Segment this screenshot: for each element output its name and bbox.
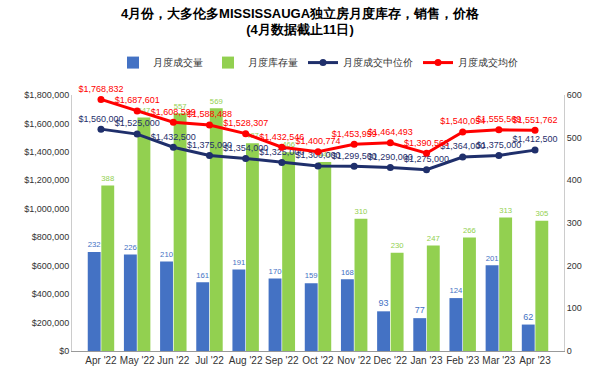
svg-text:$1,200,000: $1,200,000 <box>24 175 69 185</box>
svg-text:310: 310 <box>355 207 368 216</box>
svg-text:210: 210 <box>160 250 173 259</box>
svg-text:$1,525,000: $1,525,000 <box>115 118 160 128</box>
svg-text:月度成交均价: 月度成交均价 <box>458 57 518 68</box>
svg-text:191: 191 <box>232 258 245 267</box>
svg-text:$1,432,546: $1,432,546 <box>259 132 304 142</box>
svg-text:388: 388 <box>101 174 114 183</box>
svg-text:93: 93 <box>379 298 389 308</box>
svg-text:$1,540,054: $1,540,054 <box>440 116 485 126</box>
svg-text:Aug '22: Aug '22 <box>229 355 263 366</box>
svg-text:$1,800,000: $1,800,000 <box>24 90 69 100</box>
svg-text:$1,600,000: $1,600,000 <box>24 119 69 129</box>
svg-text:443: 443 <box>318 150 331 159</box>
svg-text:200: 200 <box>567 261 582 271</box>
svg-text:247: 247 <box>427 234 440 243</box>
svg-text:$1,275,000: $1,275,000 <box>404 154 449 164</box>
svg-text:$1,390,563: $1,390,563 <box>404 138 449 148</box>
svg-text:100: 100 <box>567 303 582 313</box>
svg-text:201: 201 <box>486 254 499 263</box>
svg-text:159: 159 <box>305 271 318 280</box>
svg-text:$200,000: $200,000 <box>32 318 70 328</box>
svg-text:600: 600 <box>567 90 582 100</box>
svg-text:$1,412,500: $1,412,500 <box>513 134 558 144</box>
svg-text:226: 226 <box>124 243 137 252</box>
svg-text:Apr '23: Apr '23 <box>519 355 551 366</box>
svg-text:170: 170 <box>269 267 282 276</box>
svg-text:Jan '23: Jan '23 <box>411 355 443 366</box>
svg-text:400: 400 <box>567 175 582 185</box>
svg-text:$1,400,774: $1,400,774 <box>295 136 340 146</box>
svg-text:500: 500 <box>567 133 582 143</box>
svg-text:232: 232 <box>88 240 101 249</box>
svg-text:466: 466 <box>282 140 295 149</box>
svg-text:$1,000,000: $1,000,000 <box>24 204 69 214</box>
svg-text:Jul '22: Jul '22 <box>195 355 224 366</box>
svg-text:月度库存量: 月度库存量 <box>248 57 298 68</box>
svg-text:$1,464,493: $1,464,493 <box>368 127 413 137</box>
svg-text:$1,299,500: $1,299,500 <box>332 151 377 161</box>
svg-text:$1,375,000: $1,375,000 <box>187 140 232 150</box>
svg-text:$800,000: $800,000 <box>32 232 70 242</box>
svg-text:May '22: May '22 <box>120 355 155 366</box>
svg-text:$1,588,488: $1,588,488 <box>187 109 232 119</box>
svg-text:487: 487 <box>246 131 259 140</box>
svg-text:$1,453,959: $1,453,959 <box>332 129 377 139</box>
svg-text:77: 77 <box>415 305 425 315</box>
svg-text:$1,400,000: $1,400,000 <box>24 147 69 157</box>
svg-text:313: 313 <box>499 206 512 215</box>
svg-text:$1,555,569: $1,555,569 <box>476 114 521 124</box>
svg-text:161: 161 <box>196 271 209 280</box>
svg-text:557: 557 <box>174 102 187 111</box>
svg-text:$1,290,000: $1,290,000 <box>368 152 413 162</box>
svg-text:Sep '22: Sep '22 <box>265 355 299 366</box>
svg-text:547: 547 <box>137 106 150 115</box>
svg-text:$600,000: $600,000 <box>32 261 70 271</box>
svg-text:Dec '22: Dec '22 <box>374 355 408 366</box>
svg-text:Jun '22: Jun '22 <box>157 355 189 366</box>
svg-text:$0: $0 <box>59 346 69 356</box>
svg-text:$400,000: $400,000 <box>32 289 70 299</box>
svg-text:Oct '22: Oct '22 <box>302 355 334 366</box>
svg-text:$1,560,000: $1,560,000 <box>78 114 123 124</box>
svg-text:Feb '23: Feb '23 <box>446 355 479 366</box>
svg-text:月度成交量: 月度成交量 <box>153 57 203 68</box>
svg-text:300: 300 <box>567 218 582 228</box>
svg-text:4月份，大多伦多MISSISSAUGA独立房月度库存，销售，: 4月份，大多伦多MISSISSAUGA独立房月度库存，销售，价格(4月数据截止1… <box>121 6 480 38</box>
svg-text:$1,608,599: $1,608,599 <box>151 107 196 117</box>
svg-text:305: 305 <box>535 209 548 218</box>
svg-text:266: 266 <box>463 226 476 235</box>
svg-text:$1,551,762: $1,551,762 <box>513 115 558 125</box>
svg-text:$1,354,000: $1,354,000 <box>223 143 268 153</box>
svg-text:Mar '23: Mar '23 <box>482 355 515 366</box>
svg-text:$1,687,601: $1,687,601 <box>115 95 160 105</box>
svg-text:569: 569 <box>210 97 223 106</box>
svg-text:Apr '22: Apr '22 <box>85 355 117 366</box>
svg-text:168: 168 <box>341 268 354 277</box>
svg-text:$1,364,000: $1,364,000 <box>440 141 485 151</box>
svg-text:$1,432,500: $1,432,500 <box>151 132 196 142</box>
svg-text:62: 62 <box>523 312 533 322</box>
svg-text:$1,325,000: $1,325,000 <box>259 147 304 157</box>
svg-text:Nov '22: Nov '22 <box>337 355 371 366</box>
svg-text:230: 230 <box>391 241 404 250</box>
svg-text:$1,768,832: $1,768,832 <box>78 84 123 94</box>
svg-text:$1,300,000: $1,300,000 <box>295 150 340 160</box>
svg-text:月度成交中位价: 月度成交中位价 <box>343 57 413 68</box>
svg-text:$1,375,000: $1,375,000 <box>476 140 521 150</box>
svg-text:124: 124 <box>449 286 463 295</box>
svg-text:$1,528,307: $1,528,307 <box>223 118 268 128</box>
svg-text:0: 0 <box>567 346 572 356</box>
